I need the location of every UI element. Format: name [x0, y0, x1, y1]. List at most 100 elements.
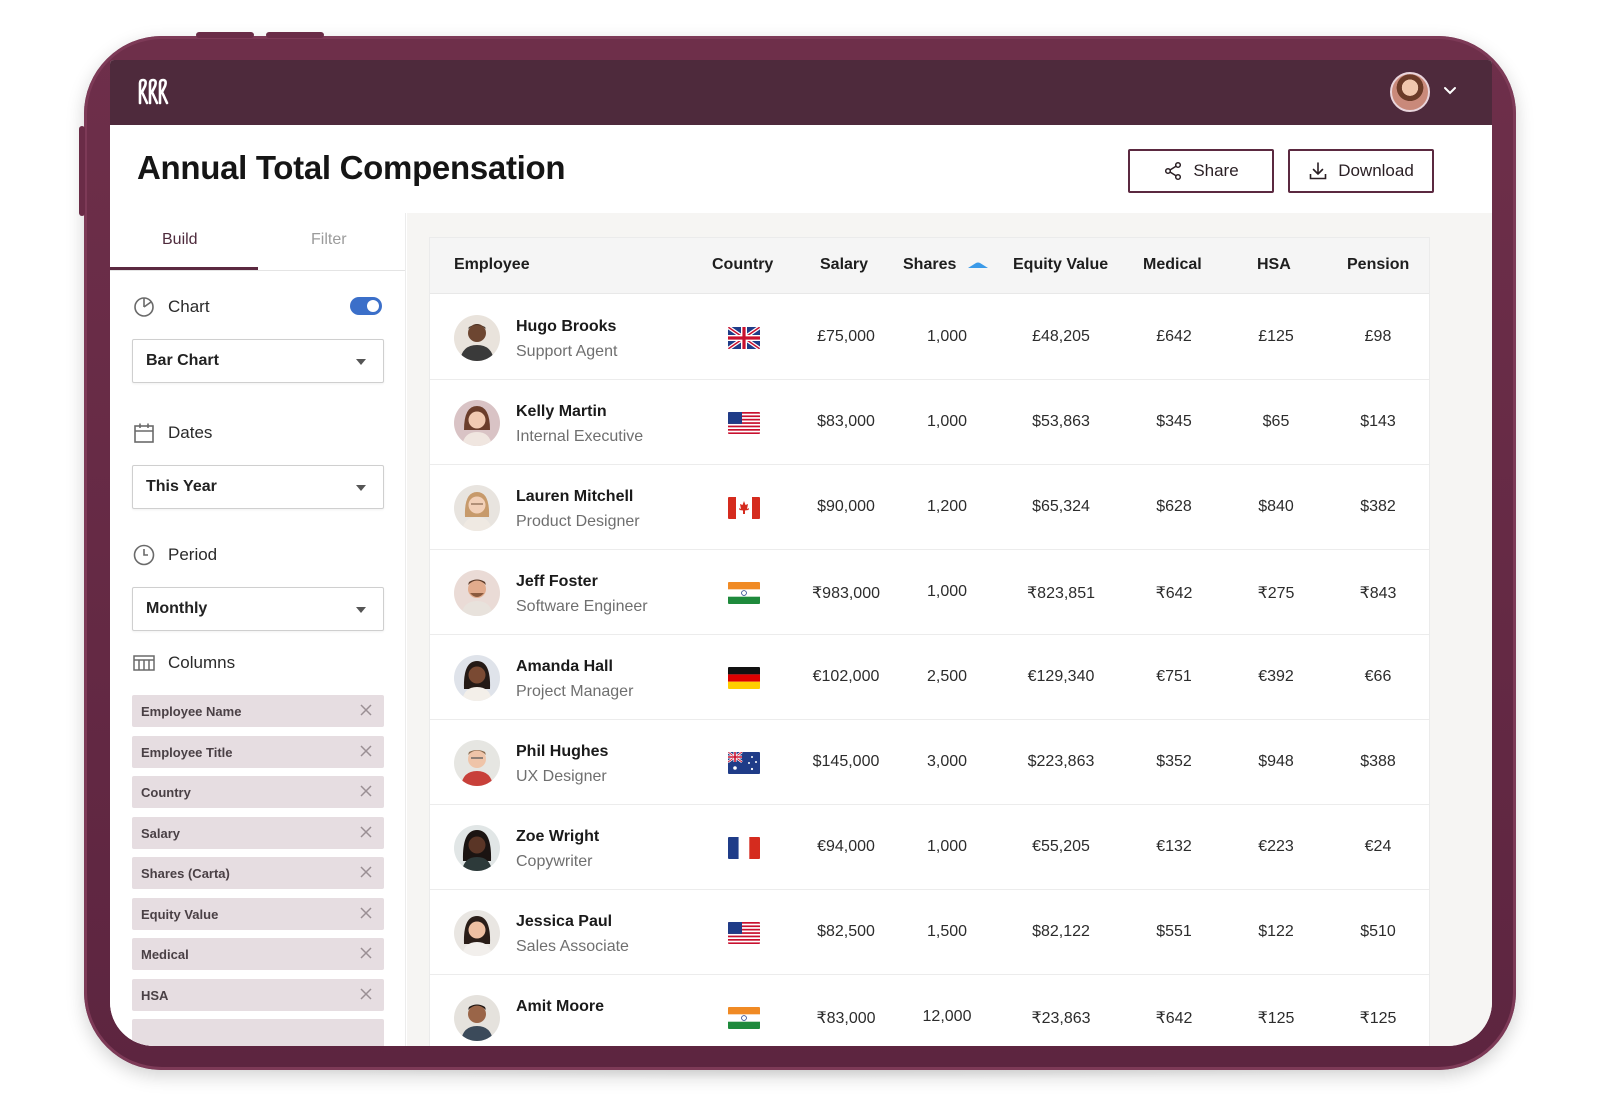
shares-cell: 1,000 [926, 838, 968, 855]
employee-title: Product Designer [516, 513, 640, 530]
employee-title: Software Engineer [516, 598, 648, 615]
salary-cell: $83,000 [817, 413, 875, 430]
columns-label: Columns [168, 653, 236, 672]
pension-cell: $388 [1360, 753, 1396, 770]
salary-cell: ₹983,000 [811, 585, 880, 602]
column-chip-medical: Medical [132, 938, 384, 970]
chart-toggle[interactable] [350, 297, 382, 315]
close-icon[interactable] [359, 703, 373, 717]
employee-avatar [454, 655, 500, 701]
brand-logo-icon[interactable] [136, 77, 172, 107]
share-label: Share [1193, 161, 1239, 180]
column-chip-salary: Salary [132, 817, 384, 849]
hsa-cell: $122 [1258, 923, 1294, 940]
close-icon[interactable] [359, 744, 373, 758]
col-header-hsa[interactable]: HSA [1257, 256, 1291, 273]
col-header-equity[interactable]: Equity Value [1013, 256, 1109, 273]
employee-title: Support Agent [516, 343, 618, 360]
employee-avatar [454, 315, 500, 361]
period-label: Period [168, 545, 218, 564]
table-row[interactable]: Hugo Brooks Support Agent £75,000 1,000 … [430, 295, 1429, 380]
employee-name: Amit Moore [516, 998, 604, 1015]
col-header-shares-label: Shares [903, 256, 957, 273]
col-header-country[interactable]: Country [712, 256, 774, 273]
equity-cell: $53,863 [1032, 413, 1090, 430]
salary-cell: $145,000 [812, 753, 880, 770]
sort-ascending-icon[interactable] [967, 260, 989, 270]
download-button[interactable]: Download [1288, 149, 1434, 193]
close-icon[interactable] [359, 825, 373, 839]
report-main: Employee Country Salary Shares Equity Va… [407, 213, 1492, 1046]
dates-value: This Year [146, 478, 217, 495]
hsa-cell: €223 [1258, 838, 1294, 855]
columns-icon [133, 655, 155, 671]
period-value: Monthly [146, 600, 208, 617]
medical-cell: $352 [1156, 753, 1192, 770]
share-icon [1165, 161, 1182, 181]
hsa-cell: $65 [1262, 413, 1290, 430]
table-row[interactable]: Jeff Foster Software Engineer ₹983,000 1… [430, 550, 1429, 635]
columns-section-label: Columns [132, 651, 235, 675]
period-select[interactable]: Monthly [132, 587, 384, 631]
hsa-cell: ₹275 [1257, 585, 1295, 602]
table-row[interactable]: Kelly Martin Internal Executive $83,000 … [430, 380, 1429, 465]
employee-name: Hugo Brooks [516, 318, 617, 335]
hardware-button [196, 32, 254, 38]
table-row[interactable]: Zoe Wright Copywriter €94,000 1,000 €55,… [430, 805, 1429, 890]
share-button[interactable]: Share [1128, 149, 1274, 193]
medical-cell: $628 [1156, 498, 1192, 515]
clock-icon [133, 544, 155, 566]
table-row[interactable]: Amanda Hall Project Manager €102,000 2,5… [430, 635, 1429, 720]
download-label: Download [1338, 161, 1414, 180]
column-chip-label: Country [141, 784, 191, 800]
chart-type-select[interactable]: Bar Chart [132, 339, 384, 383]
pension-cell: ₹125 [1359, 1010, 1397, 1027]
close-icon[interactable] [359, 906, 373, 920]
table-row[interactable]: Amit Moore ₹83,000 12,000 ₹23,863 ₹642 ₹… [430, 975, 1429, 1046]
employee-avatar [454, 570, 500, 616]
flag-australia-icon [728, 752, 760, 774]
column-chip-label: HSA [141, 987, 169, 1003]
employee-title: Sales Associate [516, 938, 629, 955]
employee-avatar [454, 995, 500, 1041]
col-header-medical[interactable]: Medical [1143, 256, 1202, 273]
equity-cell: €129,340 [1027, 668, 1095, 685]
app-screen: Annual Total Compensation Share Download… [110, 60, 1492, 1046]
col-header-pension[interactable]: Pension [1347, 256, 1410, 273]
hsa-cell: $948 [1258, 753, 1294, 770]
close-icon[interactable] [359, 987, 373, 1001]
column-chip-label: Salary [141, 825, 181, 841]
tab-build[interactable]: Build [162, 231, 198, 248]
column-chip-equity-value: Equity Value [132, 898, 384, 930]
col-header-salary[interactable]: Salary [820, 256, 869, 273]
salary-cell: €94,000 [817, 838, 875, 855]
tab-filter[interactable]: Filter [311, 231, 347, 248]
salary-cell: ₹83,000 [816, 1010, 876, 1027]
pension-cell: $510 [1360, 923, 1396, 940]
column-chip-hsa: HSA [132, 979, 384, 1011]
hsa-cell: $840 [1258, 498, 1294, 515]
employee-title: UX Designer [516, 768, 607, 785]
table-row[interactable]: Phil Hughes UX Designer $145,000 3,000 $… [430, 720, 1429, 805]
caret-down-icon [356, 359, 366, 365]
employee-name: Lauren Mitchell [516, 488, 634, 505]
col-header-shares[interactable]: Shares [903, 256, 989, 274]
employee-name: Kelly Martin [516, 403, 607, 420]
employee-title: Project Manager [516, 683, 634, 700]
hsa-cell: ₹125 [1257, 1010, 1295, 1027]
employee-title: Copywriter [516, 853, 593, 870]
table-row[interactable]: Jessica Paul Sales Associate $82,500 1,5… [430, 890, 1429, 975]
close-icon[interactable] [359, 784, 373, 798]
col-header-employee[interactable]: Employee [454, 256, 530, 273]
chevron-down-icon[interactable] [1442, 82, 1458, 98]
employee-avatar [454, 740, 500, 786]
dates-select[interactable]: This Year [132, 465, 384, 509]
user-avatar[interactable] [1390, 72, 1430, 112]
employee-avatar [454, 400, 500, 446]
close-icon[interactable] [359, 946, 373, 960]
close-icon[interactable] [359, 865, 373, 879]
flag-germany-icon [728, 667, 760, 689]
equity-cell: £48,205 [1032, 328, 1090, 345]
salary-cell: £75,000 [817, 328, 875, 345]
table-row[interactable]: Lauren Mitchell Product Designer $90,000… [430, 465, 1429, 550]
